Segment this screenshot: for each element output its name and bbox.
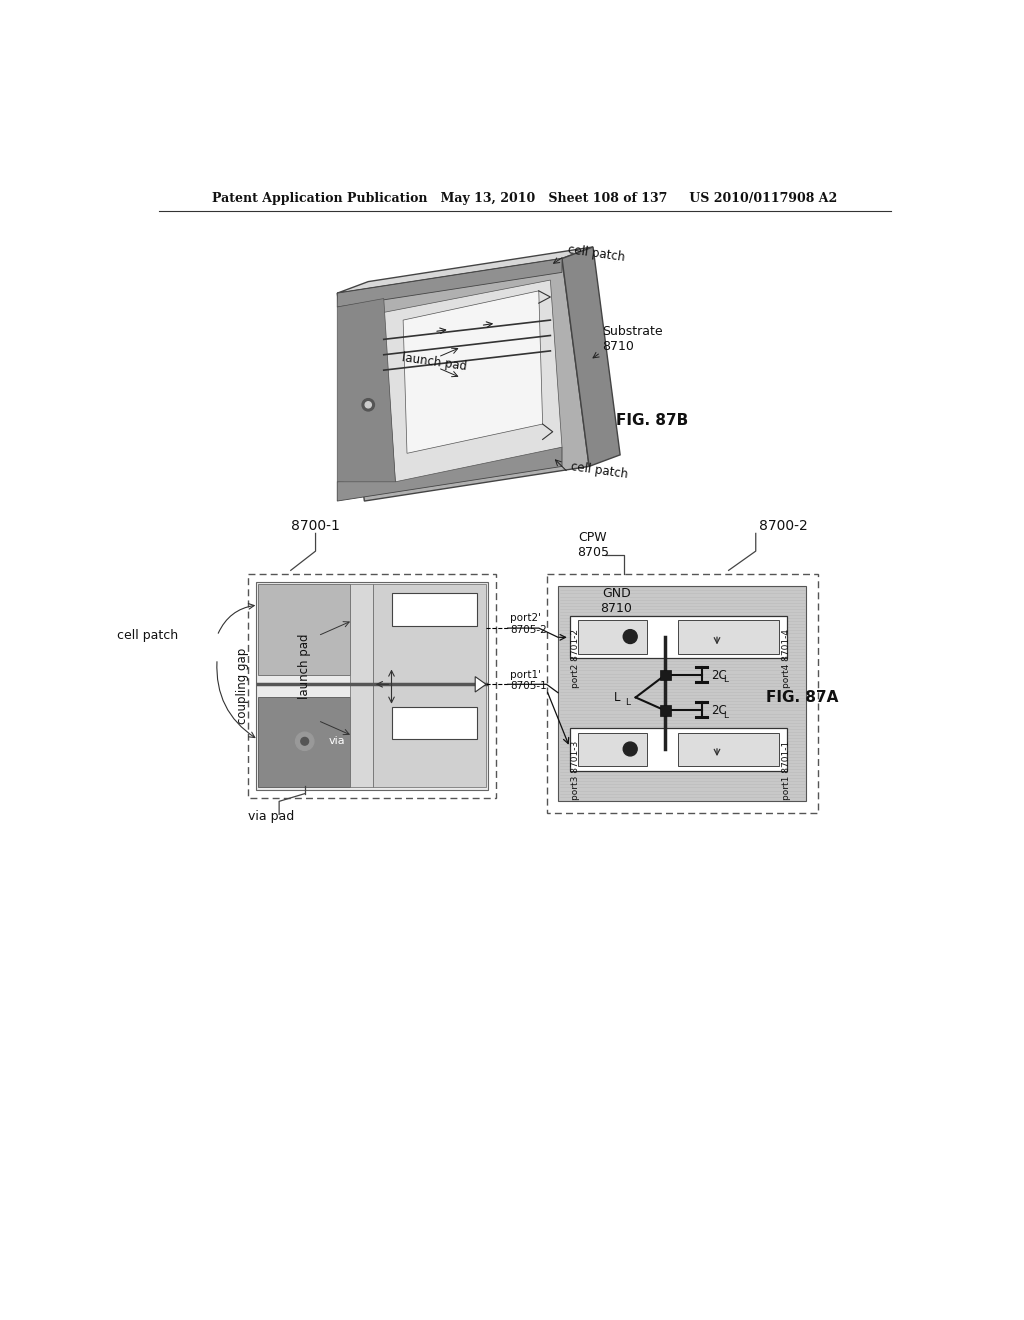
Polygon shape [337,447,562,502]
Text: port4 8701-4: port4 8701-4 [782,628,792,688]
FancyBboxPatch shape [578,733,647,766]
FancyBboxPatch shape [659,669,671,681]
FancyBboxPatch shape [373,585,486,788]
Circle shape [624,630,637,644]
Text: port1 8701-1: port1 8701-1 [782,741,792,800]
FancyBboxPatch shape [659,705,671,715]
Circle shape [362,399,375,411]
Text: port2'
8705-2: port2' 8705-2 [510,614,547,635]
Text: 2C: 2C [711,668,727,681]
Text: port1'
8705-1: port1' 8705-1 [510,669,547,692]
Text: Substrate
8710: Substrate 8710 [602,325,663,354]
Polygon shape [337,247,593,293]
FancyBboxPatch shape [678,733,779,766]
Text: launch pad: launch pad [400,351,468,374]
Polygon shape [403,290,543,453]
FancyBboxPatch shape [678,620,779,653]
Text: 8700-2: 8700-2 [759,520,807,533]
Text: port3 8701-3: port3 8701-3 [571,741,581,800]
Circle shape [366,401,372,408]
Text: 8700-1: 8700-1 [291,520,340,533]
Text: L: L [723,710,728,719]
FancyBboxPatch shape [349,585,373,788]
Circle shape [624,742,637,756]
Circle shape [295,733,314,751]
Text: CPW
8705: CPW 8705 [577,531,609,558]
Polygon shape [337,298,395,482]
FancyBboxPatch shape [578,620,647,653]
Polygon shape [562,247,621,466]
Text: L: L [613,690,621,704]
Polygon shape [384,280,562,482]
FancyBboxPatch shape [391,706,477,739]
FancyBboxPatch shape [258,585,349,675]
Text: FIG. 87A: FIG. 87A [766,690,839,705]
FancyBboxPatch shape [569,615,786,659]
FancyBboxPatch shape [391,594,477,626]
Text: Patent Application Publication   May 13, 2010   Sheet 108 of 137     US 2010/011: Patent Application Publication May 13, 2… [212,191,838,205]
Text: cell patch: cell patch [566,243,626,264]
Text: port2 8701-2: port2 8701-2 [571,628,581,688]
FancyBboxPatch shape [258,697,349,788]
FancyBboxPatch shape [256,582,488,789]
Text: launch pad: launch pad [298,634,311,700]
Text: 2C: 2C [711,704,727,717]
Polygon shape [475,677,486,692]
FancyBboxPatch shape [558,586,806,801]
Polygon shape [337,259,589,502]
Text: cell patch: cell patch [118,630,178,643]
Text: GND
8710: GND 8710 [600,587,632,615]
Text: coupling gap: coupling gap [237,648,249,723]
FancyBboxPatch shape [569,729,786,771]
Text: cell patch: cell patch [569,459,629,480]
Circle shape [301,738,308,744]
Polygon shape [337,259,562,308]
Text: FIG. 87B: FIG. 87B [616,413,688,428]
Text: via: via [329,737,345,746]
Text: L: L [723,676,728,684]
Text: L: L [625,697,630,706]
Text: via pad: via pad [248,810,294,824]
